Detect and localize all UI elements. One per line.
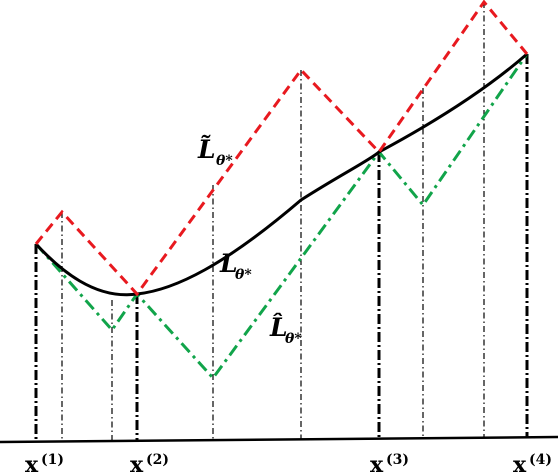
x-label-base: x: [130, 452, 144, 476]
upper-bound-line: [34, 0, 529, 297]
label-true-symbol: L: [219, 249, 238, 278]
x-label-sup: (4): [529, 452, 552, 468]
baseline-axis: [0, 435, 558, 444]
label-lower-subscript: θ*: [285, 331, 302, 347]
x-label-4: x (4): [513, 452, 552, 476]
x-label-base: x: [25, 452, 39, 476]
x-label-sup: (1): [41, 452, 64, 468]
x-label-1: x (1): [25, 452, 64, 476]
x-label-3: x (3): [370, 452, 409, 476]
label-lower-symbol: L̂: [269, 313, 288, 342]
true-function-curve: [34, 52, 528, 297]
x-label-base: x: [370, 452, 384, 476]
label-lower-bound: L̂ θ*: [269, 313, 302, 347]
label-upper-symbol: L̃: [197, 135, 216, 164]
x-label-2: x (2): [130, 452, 169, 476]
vertical-guides: [61, 2, 485, 441]
x-label-base: x: [513, 452, 527, 476]
x-label-sup: (2): [146, 452, 169, 468]
x-label-sup: (3): [386, 452, 409, 468]
label-upper-subscript: θ*: [216, 153, 233, 169]
label-true-function: L θ*: [219, 249, 252, 283]
label-upper-bound: L̃ θ*: [197, 135, 233, 169]
sample-point-guides: [34, 54, 529, 441]
label-true-subscript: θ*: [235, 267, 252, 283]
